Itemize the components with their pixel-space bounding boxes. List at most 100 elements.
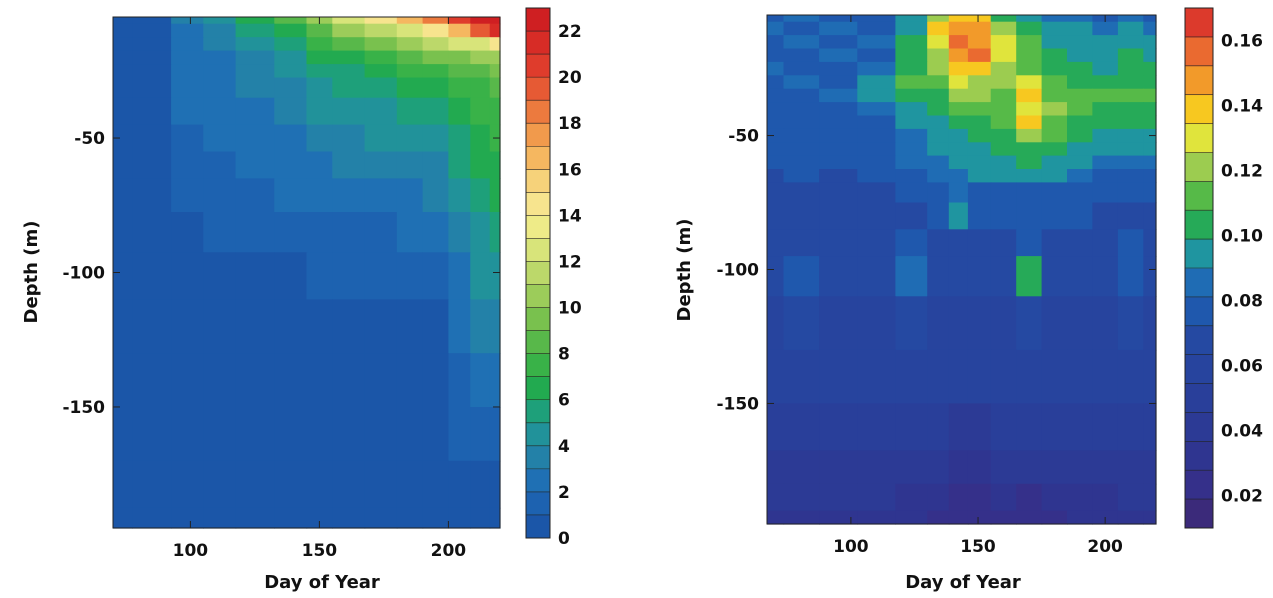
- colorbar-swatch: [1185, 325, 1213, 356]
- heatmap-cell: [990, 115, 1017, 130]
- heatmap-cell: [1041, 128, 1068, 143]
- heatmap-cell: [990, 128, 1017, 143]
- heatmap-cell: [448, 151, 471, 179]
- heatmap-cell: [1117, 48, 1144, 63]
- colorbar-tick-label: 0.06: [1221, 357, 1263, 377]
- colorbar-swatch: [526, 100, 550, 124]
- heatmap-cell: [132, 151, 172, 179]
- heatmap-cell: [948, 128, 969, 143]
- heatmap-cell: [1067, 169, 1093, 183]
- heatmap-cell: [1092, 296, 1119, 351]
- heatmap-cell: [1016, 15, 1043, 23]
- heatmap-cell: [857, 155, 896, 170]
- colorbar-frame: [525, 7, 551, 539]
- colorbar-swatch: [526, 422, 550, 447]
- colorbar-swatch: [526, 192, 550, 216]
- heatmap-cell: [1143, 142, 1157, 157]
- heatmap-cell: [895, 510, 928, 525]
- x-axis-label: Day of Year: [905, 572, 1021, 593]
- heatmap-cell: [927, 115, 950, 130]
- heatmap-cell: [948, 510, 969, 525]
- heatmap-cell: [819, 61, 858, 76]
- colorbar-swatch: [526, 8, 550, 32]
- heatmap-cell: [132, 212, 172, 253]
- heatmap-cell: [203, 407, 237, 462]
- heatmap-cell: [171, 151, 204, 179]
- heatmap-cell: [990, 403, 1017, 451]
- heatmap-cell: [489, 50, 501, 65]
- colorbar-swatch: [1185, 239, 1213, 269]
- heatmap-cell: [1016, 48, 1043, 63]
- heatmap-cell: [1143, 256, 1157, 297]
- x-axis-label: Day of Year: [264, 572, 380, 593]
- heatmap-cell: [895, 256, 928, 297]
- heatmap-cell: [274, 252, 308, 300]
- heatmap-cell: [332, 151, 366, 179]
- heatmap-cell: [489, 151, 501, 179]
- heatmap-cell: [1117, 142, 1144, 157]
- x-tick-label: 200: [1087, 537, 1123, 557]
- heatmap-cell: [1143, 115, 1157, 130]
- heatmap-cell: [1117, 349, 1144, 405]
- heatmap-cell: [396, 97, 424, 126]
- heatmap-cell: [235, 252, 275, 300]
- heatmap-cell: [448, 17, 471, 25]
- heatmap-cell: [819, 510, 858, 525]
- heatmap-cell: [1067, 115, 1093, 130]
- heatmap-cell: [132, 97, 172, 126]
- colorbar-swatch: [1185, 354, 1213, 385]
- heatmap-cell: [235, 353, 275, 408]
- heatmap-cell: [967, 182, 992, 204]
- heatmap-cell: [990, 15, 1017, 23]
- heatmap-cell: [203, 50, 237, 65]
- colorbar-tick-label: 14: [558, 206, 582, 226]
- heatmap-cell: [857, 229, 896, 257]
- colorbar-swatch: [1185, 412, 1213, 442]
- heatmap-cell: [819, 142, 858, 157]
- heatmap-cell: [1092, 202, 1119, 230]
- heatmap-cell: [967, 21, 992, 36]
- heatmap-cell: [927, 155, 950, 170]
- heatmap-cell: [306, 50, 333, 65]
- heatmap-cell: [1092, 48, 1119, 63]
- colorbar-tick-label: 16: [558, 160, 582, 180]
- heatmap-cell: [857, 115, 896, 130]
- colorbar-swatch: [1185, 296, 1213, 327]
- heatmap-cell: [1143, 403, 1157, 451]
- heatmap-cell: [967, 296, 992, 351]
- heatmap-cell: [1041, 349, 1068, 405]
- heatmap-cell: [1092, 102, 1119, 117]
- heatmap-cell: [767, 48, 785, 63]
- heatmap-cell: [895, 128, 928, 143]
- heatmap-cell: [235, 124, 275, 153]
- heatmap-cell: [948, 182, 969, 204]
- heatmap-cell: [948, 21, 969, 36]
- heatmap-cell: [1067, 128, 1093, 143]
- heatmap-cell: [895, 115, 928, 130]
- heatmap-cell: [1092, 483, 1119, 512]
- heatmap-cell: [1092, 155, 1119, 170]
- heatmap-cell: [113, 23, 133, 38]
- heatmap-cell: [274, 353, 308, 408]
- heatmap-cell: [1016, 202, 1043, 230]
- heatmap-cell: [1016, 296, 1043, 351]
- colorbar-swatch: [526, 261, 550, 285]
- heatmap-cell: [1067, 35, 1093, 50]
- heatmap-cell: [990, 21, 1017, 36]
- heatmap-cell: [990, 450, 1017, 485]
- heatmap-cell: [332, 124, 366, 153]
- heatmap-cell: [967, 102, 992, 117]
- heatmap-cell: [927, 48, 950, 63]
- heatmap-cell: [422, 124, 449, 153]
- heatmap-cell: [1041, 115, 1068, 130]
- heatmap-cell: [422, 50, 449, 65]
- heatmap-cell: [990, 61, 1017, 76]
- colorbar-tick-label: 18: [558, 114, 582, 134]
- heatmap-cell: [274, 507, 308, 529]
- heatmap-cell: [1041, 169, 1068, 183]
- heatmap-cell: [1016, 102, 1043, 117]
- heatmap-cell: [1067, 296, 1093, 351]
- heatmap-cell: [364, 252, 398, 300]
- heatmap-cell: [819, 450, 858, 485]
- y-axis-label: Depth (m): [21, 221, 42, 324]
